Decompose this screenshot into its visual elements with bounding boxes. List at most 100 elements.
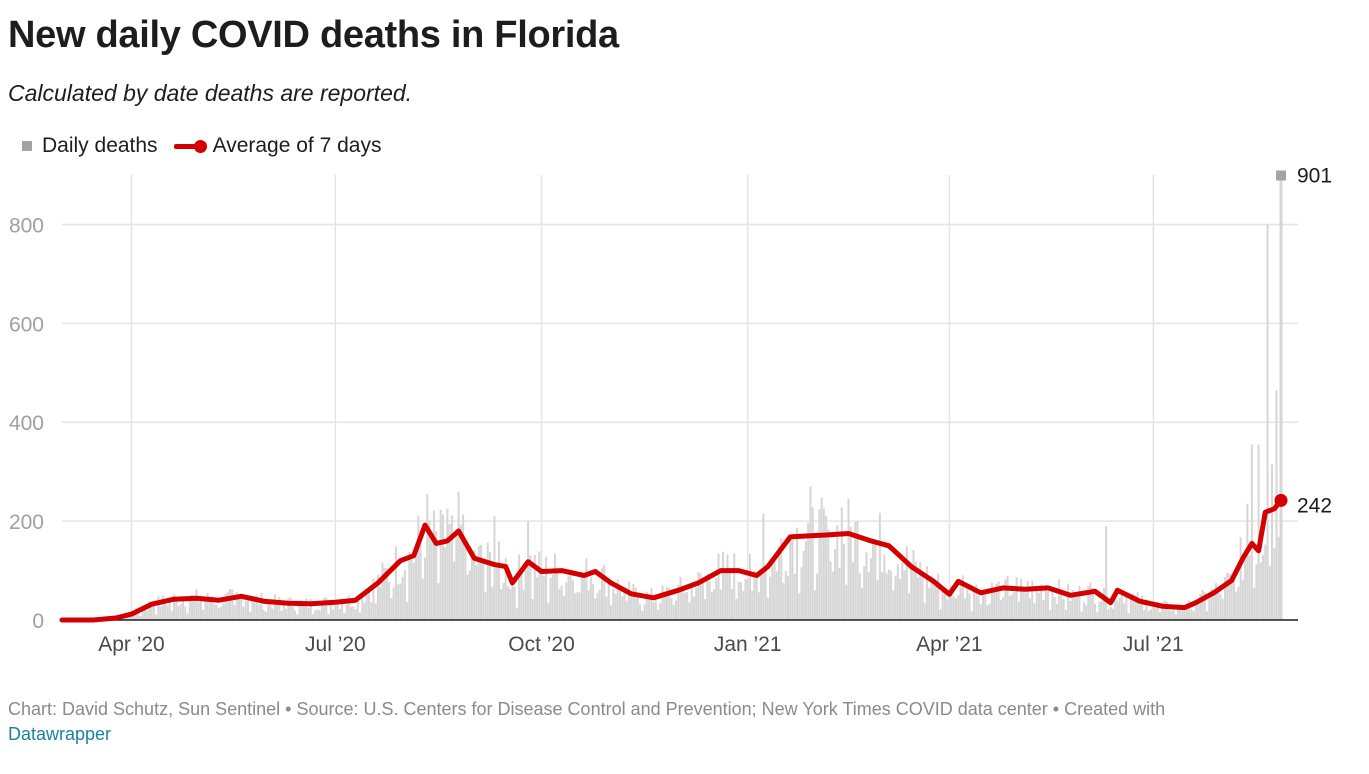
bar-daily-death [542,576,545,620]
bar-daily-death [1098,601,1101,620]
bar-daily-death [520,570,523,620]
bar-daily-death [177,605,180,620]
bar-daily-death [233,605,236,620]
bar-daily-death [356,596,359,620]
bar-daily-death [878,512,881,620]
bar-daily-death [681,585,684,620]
bar-daily-death [746,579,749,620]
bar-daily-death [661,585,664,620]
bar-daily-death [466,574,469,620]
bar-daily-death [173,594,176,620]
bar-daily-death [556,567,559,620]
bar-daily-death [1163,600,1166,620]
bar-daily-death [406,602,409,620]
bar-daily-death [1237,586,1240,620]
bar-daily-death [858,573,861,620]
bar-daily-death [1158,612,1162,620]
bar-last-day [1279,174,1283,620]
bar-daily-death [318,610,321,620]
datawrapper-link[interactable]: Datawrapper [8,724,112,744]
bar-daily-death [500,589,503,620]
bar-daily-death [146,610,149,620]
bar-daily-death [867,572,870,620]
bar-daily-death [419,535,422,620]
bar-daily-death [1107,609,1110,620]
bar-daily-death [939,609,942,620]
bar-daily-death [1011,594,1014,620]
bar-daily-death [148,601,151,620]
bar-daily-death [1239,537,1242,620]
y-tick-label: 0 [32,610,44,633]
bar-daily-death [715,578,718,620]
bar-daily-death [206,592,209,620]
bar-daily-death [345,604,348,620]
bar-daily-death [527,521,530,620]
bar-daily-death [399,583,402,620]
bar-daily-death [385,568,388,620]
bar-daily-death [632,583,635,620]
bar-daily-death [159,606,162,620]
bar-daily-death [1141,595,1144,620]
bar-daily-death [446,508,449,620]
bar-daily-death [1226,572,1229,620]
bar-daily-death [1127,613,1130,620]
bar-daily-death [654,600,657,620]
bar-daily-death [1181,608,1184,620]
bar-daily-death [708,581,711,620]
bar-daily-death [486,542,489,620]
bar-daily-death [896,564,899,620]
bar-daily-death [905,546,908,620]
bar-daily-death [1145,599,1148,620]
bar-daily-death [190,594,193,620]
bar-daily-death [686,591,689,620]
bar-daily-death [623,586,626,620]
bar-daily-death [851,562,855,620]
bar-daily-death [195,589,198,620]
bar-daily-death [1040,584,1043,620]
bar-daily-death [670,597,673,620]
bar-daily-death [132,615,135,620]
bar-daily-death [497,541,500,620]
bar-daily-death [347,595,350,620]
bar-daily-death [1250,444,1253,620]
bar-daily-death [1179,609,1182,620]
legend-label-daily-deaths: Daily deaths [42,134,158,157]
bar-daily-death [757,592,760,620]
bar-daily-death [809,486,812,620]
bar-daily-death [352,606,355,620]
bar-daily-death [1076,596,1079,620]
label-last-daily: 901 [1297,165,1332,188]
bar-daily-death [771,559,774,620]
bar-daily-death [164,601,167,620]
bar-daily-death [1165,601,1168,620]
bar-daily-death [1035,586,1038,620]
bar-daily-death [818,509,821,620]
bar-daily-death [280,610,283,620]
bar-daily-death [1194,605,1197,620]
bar-daily-death [374,603,377,620]
bar-daily-death [614,593,617,620]
bar-daily-death [403,569,406,620]
bar-daily-death [959,584,962,620]
legend-item-daily-deaths: Daily deaths [22,134,158,158]
bar-daily-death [361,597,364,620]
bar-daily-death [778,546,781,620]
bar-daily-death [813,590,816,620]
bar-daily-death [1071,589,1074,620]
bar-daily-death [872,541,875,620]
bar-daily-death [155,614,158,620]
bar-daily-death [1219,594,1222,620]
bar-daily-death [1022,591,1025,620]
bar-daily-death [780,538,783,620]
bar-daily-death [359,612,362,620]
bar-daily-death [612,589,615,620]
bar-daily-death [1271,464,1274,620]
bar-daily-death [255,595,258,620]
line-average [59,493,1288,623]
bar-daily-death [137,611,140,620]
bar-daily-death [332,609,335,620]
bar-daily-death [1100,600,1103,620]
bar-daily-death [583,573,586,620]
bar-daily-death [697,572,700,620]
bar-daily-death [648,595,651,620]
